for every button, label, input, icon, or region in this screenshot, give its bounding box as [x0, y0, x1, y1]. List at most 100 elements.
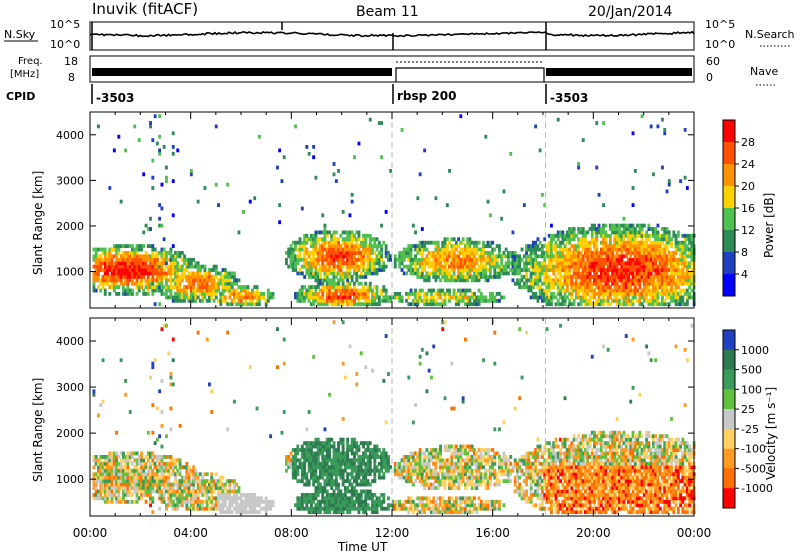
data-cell	[355, 458, 359, 463]
data-cell	[350, 230, 354, 235]
data-cell	[441, 298, 445, 303]
data-cell	[187, 493, 191, 497]
data-cell	[364, 281, 368, 286]
data-cell	[638, 247, 642, 252]
data-cell	[577, 302, 581, 307]
data-cell	[615, 281, 619, 286]
data-cell	[547, 244, 551, 249]
data-cell	[411, 223, 415, 228]
data-cell	[536, 275, 540, 279]
data-cell	[543, 264, 547, 269]
data-cell	[316, 237, 320, 242]
data-cell	[158, 278, 162, 283]
data-cell	[633, 264, 637, 269]
data-cell	[126, 468, 130, 473]
data-cell	[108, 285, 112, 290]
data-cell	[631, 223, 635, 228]
data-cell	[106, 264, 109, 269]
data-cell	[552, 244, 556, 249]
data-cell	[565, 237, 569, 242]
data-cell	[439, 247, 442, 252]
data-cell	[373, 292, 377, 296]
data-cell	[203, 295, 207, 300]
colorbar-swatch	[723, 208, 735, 231]
data-cell	[595, 257, 599, 262]
data-cell	[339, 271, 343, 276]
data-cell	[291, 264, 295, 269]
data-cell	[312, 145, 316, 149]
data-cell	[599, 230, 603, 235]
data-cell	[97, 489, 100, 494]
data-cell	[654, 302, 658, 307]
data-cell	[228, 292, 232, 296]
data-cell	[108, 493, 112, 497]
data-cell	[325, 465, 329, 470]
data-cell	[468, 264, 472, 269]
data-cell	[685, 186, 689, 190]
data-cell	[475, 295, 479, 300]
data-cell	[441, 247, 445, 252]
data-cell	[160, 472, 164, 477]
data-cell	[310, 292, 313, 296]
data-cell	[627, 247, 630, 252]
data-cell	[310, 468, 313, 473]
data-cell	[332, 271, 336, 276]
data-cell	[679, 240, 683, 245]
data-cell	[151, 275, 155, 279]
data-cell	[629, 247, 633, 252]
data-cell	[640, 227, 644, 231]
data-cell	[178, 281, 182, 286]
data-cell	[160, 458, 164, 463]
data-cell	[135, 489, 139, 494]
data-cell	[443, 244, 447, 249]
data-cell	[149, 216, 152, 221]
data-cell	[613, 285, 617, 290]
data-cell	[608, 240, 612, 245]
data-cell	[414, 257, 417, 262]
data-cell	[511, 254, 515, 259]
data-cell	[491, 257, 495, 262]
data-cell	[414, 244, 417, 249]
data-cell	[572, 251, 576, 255]
data-cell	[658, 237, 662, 242]
data-cell	[579, 264, 583, 269]
data-cell	[169, 271, 173, 276]
data-cell	[486, 275, 490, 279]
data-cell	[298, 247, 302, 252]
data-cell	[305, 499, 309, 504]
data-cell	[633, 251, 637, 255]
data-cell	[208, 499, 211, 504]
data-cell	[230, 298, 234, 303]
data-cell	[312, 254, 316, 259]
data-cell	[321, 254, 325, 259]
data-cell	[201, 482, 205, 487]
data-cell	[106, 461, 109, 466]
data-cell	[618, 288, 621, 293]
data-cell	[631, 203, 635, 208]
data-cell	[316, 251, 320, 255]
data-cell	[538, 271, 542, 276]
data-cell	[253, 295, 257, 300]
data-cell	[353, 288, 356, 293]
data-cell	[149, 496, 152, 501]
data-cell	[140, 482, 143, 487]
data-cell	[221, 496, 225, 501]
data-cell	[348, 444, 352, 449]
data-cell	[337, 489, 340, 494]
data-cell	[112, 461, 116, 466]
data-cell	[217, 496, 220, 501]
data-cell	[325, 461, 329, 466]
data-cell	[647, 261, 651, 266]
data-cell	[117, 271, 121, 276]
data-cell	[380, 268, 384, 272]
data-cell	[319, 251, 322, 255]
data-cell	[94, 479, 98, 484]
data-cell	[656, 254, 660, 259]
data-cell	[427, 264, 431, 269]
data-cell	[343, 295, 347, 300]
data-cell	[101, 486, 105, 490]
data-cell	[561, 264, 565, 269]
data-cell	[674, 244, 678, 249]
data-cell	[337, 285, 340, 290]
data-cell	[144, 281, 148, 286]
